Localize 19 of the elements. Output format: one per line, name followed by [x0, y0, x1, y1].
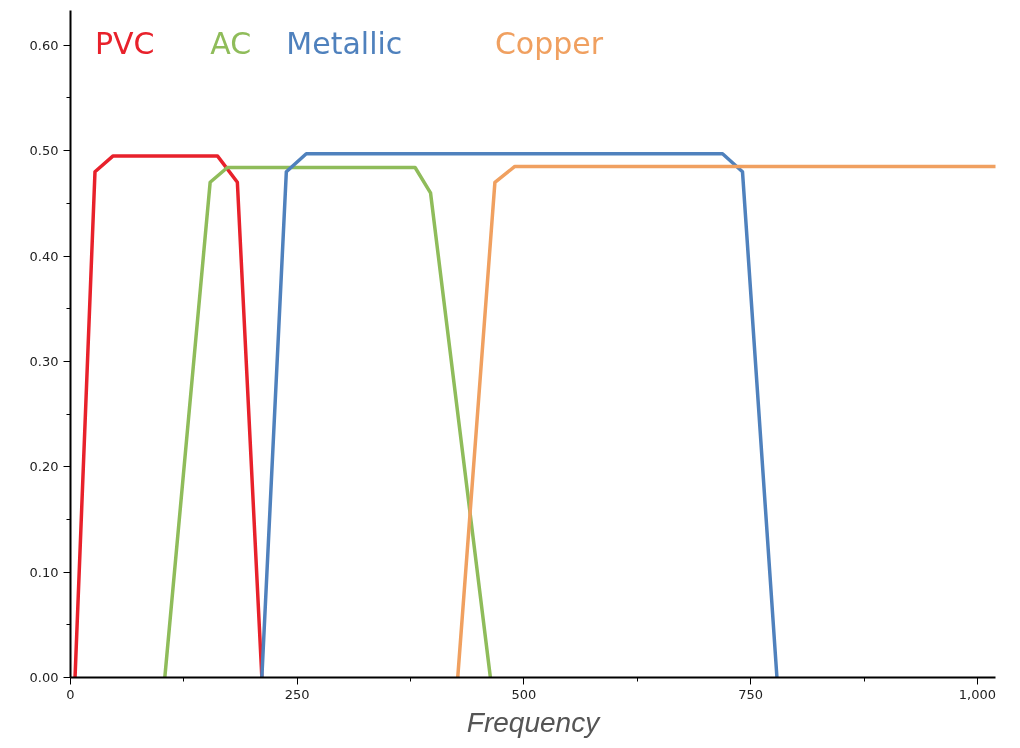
x-tick-label: 250 — [284, 686, 310, 702]
x-axis-title: Frequency — [466, 706, 602, 738]
y-tick-label: 0.20 — [29, 459, 59, 475]
text: Metallic — [286, 26, 403, 62]
y-tick-label: 0.10 — [29, 564, 59, 580]
x-tick-label: 500 — [511, 686, 537, 702]
x-tick-label: 1,000 — [958, 686, 996, 702]
line-series — [163, 165, 493, 678]
text: PVC — [94, 26, 155, 62]
x-tick-label: 750 — [738, 686, 764, 702]
x-tick-label: 0 — [66, 686, 75, 702]
text: AC — [210, 26, 252, 62]
y-tick-label: 0.50 — [29, 143, 59, 159]
y-tick-label: 0.30 — [29, 353, 59, 369]
text: Copper — [494, 26, 604, 62]
line-series — [73, 154, 264, 678]
y-tick-label: 0.60 — [29, 37, 59, 53]
y-tick-label: 0.00 — [29, 670, 59, 685]
y-tick-label: 0.40 — [29, 248, 59, 264]
